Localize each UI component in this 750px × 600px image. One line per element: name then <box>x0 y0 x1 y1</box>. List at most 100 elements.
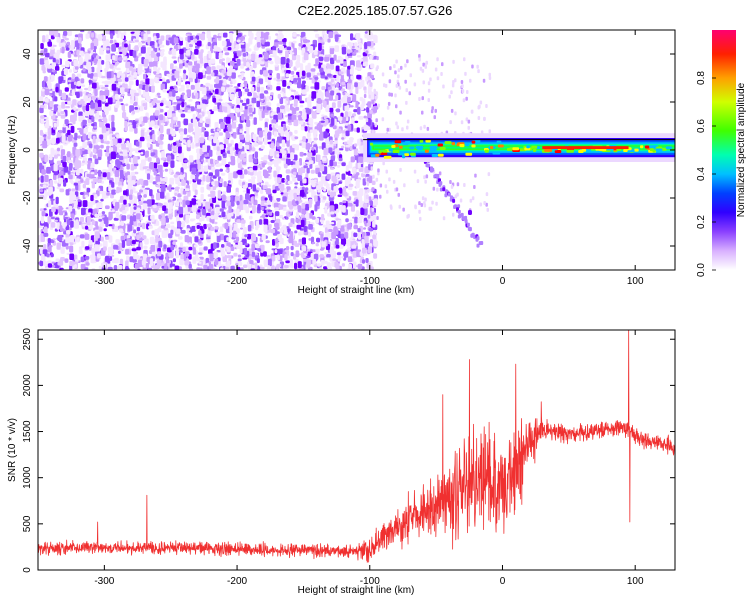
spectrogram-cell <box>90 42 94 50</box>
spectrogram-cell <box>291 42 295 49</box>
spectrogram-cell <box>251 97 257 104</box>
spectrogram-cell <box>192 250 197 255</box>
spectrogram-cell <box>226 246 231 253</box>
spectrogram-cell <box>134 106 138 110</box>
spectrogram-cell <box>194 244 198 248</box>
spectrogram-cell <box>102 172 107 178</box>
spectrogram-cell <box>373 201 377 206</box>
spectrogram-cell <box>197 209 201 213</box>
spectrogram-cell <box>68 159 73 163</box>
spectrogram-cell <box>90 172 95 175</box>
spectrogram-cell <box>368 31 373 40</box>
spectrogram-cell <box>96 55 100 59</box>
spectrogram-cell <box>111 189 116 195</box>
spectrogram-cell <box>111 44 116 52</box>
spectrogram-cell <box>208 249 213 255</box>
spectrogram-cell <box>258 106 263 110</box>
spectrogram-cell <box>322 100 327 108</box>
spectrogram-cell <box>350 105 354 108</box>
spectrogram-cell <box>313 129 318 135</box>
spectrogram-cell <box>132 121 137 129</box>
spectrogram-cell <box>41 88 45 92</box>
spectrogram-cell <box>171 89 176 97</box>
spectrogram-cell <box>97 106 102 111</box>
spectrogram-cell <box>353 232 358 238</box>
spectrogram-cell <box>160 84 165 91</box>
spectrogram-cell <box>323 147 328 156</box>
spectrogram-cell <box>93 76 98 80</box>
spectrogram-cell <box>98 169 102 177</box>
spectrogram-cell <box>273 202 279 209</box>
spectrogram-cell <box>188 180 192 183</box>
spectrogram-cell <box>234 143 239 151</box>
spectrogram-cell <box>82 106 87 112</box>
spectrogram-cell <box>160 157 166 161</box>
spectrogram-cell <box>282 217 285 220</box>
spectrogram-cell <box>105 123 110 129</box>
spectrogram-cell <box>307 67 311 74</box>
spectrogram-cell <box>298 43 303 47</box>
spectrogram-cell <box>217 155 222 161</box>
spectrogram-cell <box>293 192 297 200</box>
spectrogram-cell <box>309 212 313 219</box>
spectrogram-cell <box>230 246 235 251</box>
spectrogram-cell <box>270 228 276 234</box>
spectrogram-cell <box>70 180 74 185</box>
spectrogram-cell <box>164 263 168 270</box>
spectrogram-cell <box>79 50 84 54</box>
spectrogram-cell <box>285 158 291 166</box>
spectrogram-cell <box>102 265 106 269</box>
spectrogram-cell <box>229 60 235 67</box>
spectrogram-cell <box>204 154 208 158</box>
spectrogram-cell <box>126 163 130 170</box>
spectrogram-cell <box>311 216 316 220</box>
spectrogram-cell <box>315 33 320 38</box>
spectrogram-cell <box>56 242 61 250</box>
spectrogram-cell <box>171 56 177 59</box>
spectrogram-cell <box>298 199 303 203</box>
spectrogram-cell <box>222 153 226 157</box>
spectrogram-cell <box>50 222 56 228</box>
spectrogram-cell <box>309 249 313 252</box>
spectrogram-cell <box>146 30 151 35</box>
spectrogram-cell <box>86 102 91 105</box>
spectrogram-cell <box>197 79 201 83</box>
spectrogram-cell <box>236 200 240 206</box>
spectrogram-cell <box>144 85 149 92</box>
spectrogram-cell <box>344 104 350 111</box>
spectrogram-cell <box>341 256 345 259</box>
spectrogram-cell <box>292 164 296 168</box>
spectrogram-cell <box>159 114 164 121</box>
spectrogram-cell <box>86 123 91 126</box>
spectrogram-cell <box>82 67 86 72</box>
spectrogram-cell <box>163 162 169 167</box>
spectrogram-cell <box>60 246 65 254</box>
spectrogram-cell <box>224 164 230 168</box>
spectrogram-cell <box>229 65 233 73</box>
spectrogram-cell <box>363 227 367 230</box>
spectrogram-cell <box>298 46 302 51</box>
spectrogram-cell <box>229 225 233 234</box>
spectrogram-cell <box>335 59 341 63</box>
spectrogram-cell <box>215 88 219 95</box>
spectrogram-cell <box>74 34 79 38</box>
spectrogram-cell <box>94 158 99 165</box>
spectrogram-cell <box>90 162 95 168</box>
spectrogram-cell <box>333 186 338 193</box>
spectrogram-cell <box>126 140 130 146</box>
spectrogram-cell <box>175 228 181 235</box>
spectrogram-cell <box>179 48 184 55</box>
spectrogram-cell <box>216 65 221 70</box>
spectrogram-cell <box>124 204 128 207</box>
spectrogram-cell <box>248 186 252 190</box>
spectrogram-cell <box>142 222 146 230</box>
spectrogram-cell <box>363 86 367 91</box>
spectrogram-cell <box>220 178 224 183</box>
spectrogram-cell <box>305 269 309 270</box>
spectrogram-cell <box>273 128 278 132</box>
spectrogram-cell <box>236 170 241 174</box>
spectrogram-cell <box>182 246 186 252</box>
spectrogram-cell <box>67 151 71 158</box>
spectrogram-cell <box>132 215 137 222</box>
spectrogram-cell <box>91 116 95 123</box>
